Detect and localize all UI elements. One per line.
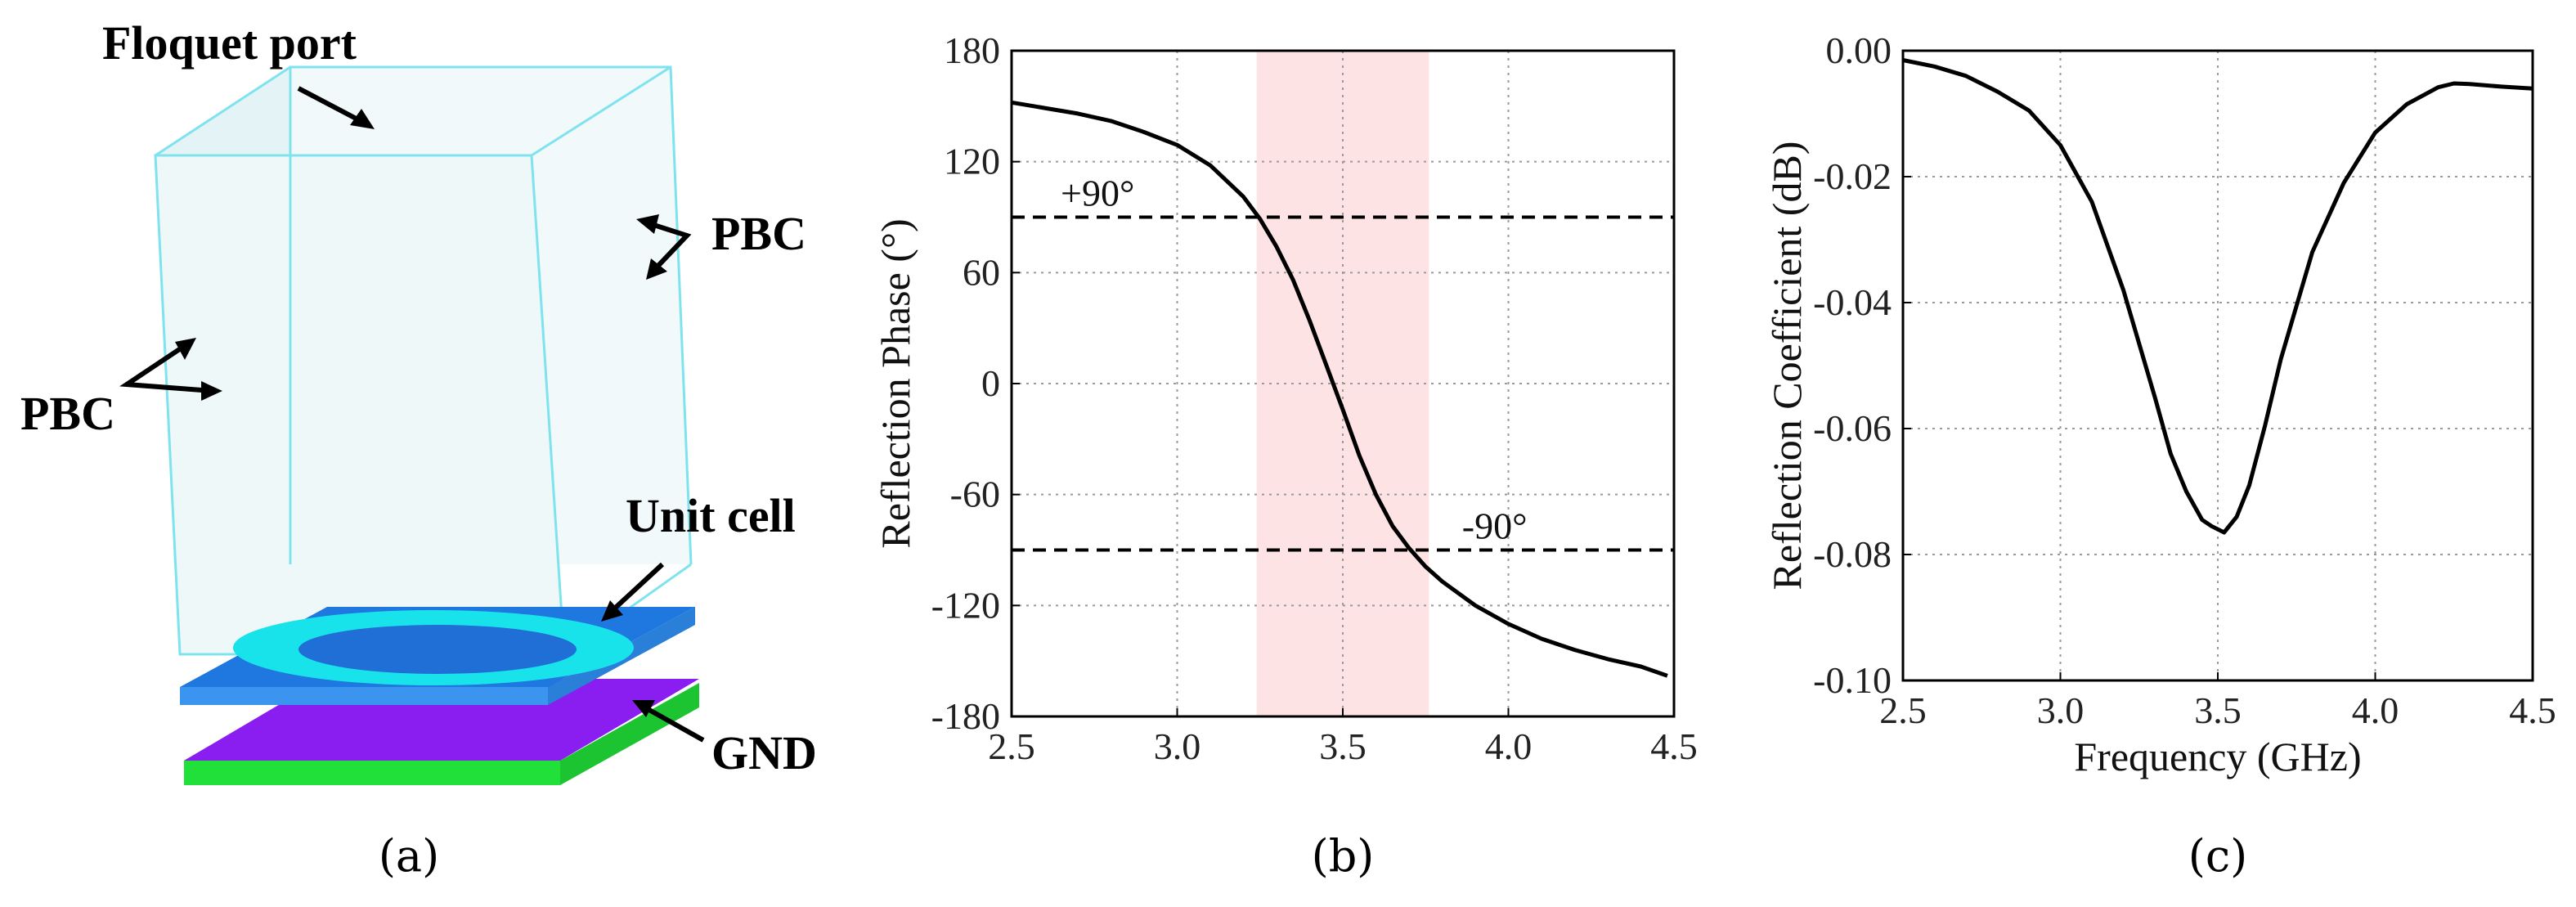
y-tick-label: 180 bbox=[944, 29, 1000, 71]
box-edge-top-right bbox=[531, 65, 671, 157]
y-tick-label: -60 bbox=[950, 474, 1000, 515]
x-tick-label: 3.0 bbox=[1154, 725, 1201, 767]
y-tick-label: 0 bbox=[981, 362, 1000, 404]
pbc-right-arrowhead-1 bbox=[636, 214, 659, 234]
x-tick-label: 3.5 bbox=[2194, 689, 2242, 731]
box-edge-back bbox=[289, 65, 693, 565]
floquet-box bbox=[154, 65, 693, 656]
y-tick-label: -0.10 bbox=[1813, 659, 1892, 701]
pbc-left-label: PBC bbox=[20, 387, 115, 440]
pbc-left-arrowhead-1 bbox=[175, 338, 196, 360]
floquet-arrow-head bbox=[350, 109, 375, 129]
y-tick-label: -0.06 bbox=[1813, 407, 1892, 449]
floquet-port-label: Floquet port bbox=[102, 16, 357, 70]
y-tick-label: -120 bbox=[931, 584, 1000, 626]
ground-side-front bbox=[184, 761, 560, 785]
minus-90-label: -90° bbox=[1462, 505, 1528, 547]
caption: (b) bbox=[1312, 830, 1375, 882]
y-tick-label: -0.04 bbox=[1813, 281, 1892, 323]
x-tick-label: 3.0 bbox=[2037, 689, 2085, 731]
gnd-arrow bbox=[640, 703, 705, 743]
pbc-right-label: PBC bbox=[711, 207, 806, 260]
unit-cell-arrow-head bbox=[601, 600, 623, 622]
gnd-label: GND bbox=[711, 726, 817, 779]
substrate-side-front bbox=[180, 687, 548, 705]
ground-side-right bbox=[560, 683, 699, 785]
box-front-face bbox=[155, 155, 564, 654]
y-tick-label: -0.02 bbox=[1813, 155, 1892, 197]
y-tick-label: 0.00 bbox=[1826, 29, 1892, 71]
ring-inner bbox=[298, 625, 577, 674]
caption: (c) bbox=[2188, 830, 2247, 882]
caption-a: (a) bbox=[379, 830, 439, 882]
unit-cell-arrow bbox=[607, 562, 665, 616]
panel-a: Floquet port PBC PBC Unit cell GND (a) bbox=[20, 16, 817, 882]
x-tick-label: 2.5 bbox=[1879, 689, 1927, 731]
pbc-right-arrow bbox=[645, 220, 692, 272]
pbc-left-arrowhead-2 bbox=[201, 381, 222, 401]
x-tick-label: 4.5 bbox=[1650, 725, 1698, 767]
y-tick-label: -180 bbox=[931, 695, 1000, 737]
x-tick-label: 2.5 bbox=[988, 725, 1035, 767]
coefficient-chart: 2.5 3.0 3.5 4.0 4.5 0.00 -0.02 -0.04 -0.06 -0.08 -… bbox=[1764, 29, 2556, 882]
series-line bbox=[1011, 100, 1668, 678]
plot-frame bbox=[1010, 49, 1676, 718]
phase-chart: 2.5 3.0 3.5 4.0 4.5 180 120 60 0 -60 -120 -180 +90° -… bbox=[873, 29, 1698, 882]
plot-frame bbox=[1901, 49, 2534, 682]
y-tick-label: 120 bbox=[944, 141, 1000, 182]
floquet-arrow bbox=[297, 86, 366, 125]
series-line bbox=[1902, 58, 2533, 535]
y-axis-title: Reflection Coefficient (dB) bbox=[1764, 141, 1810, 590]
x-tick-label: 4.0 bbox=[2352, 689, 2399, 731]
pbc-left-arrow bbox=[119, 341, 213, 393]
y-tick-label: 60 bbox=[963, 251, 1000, 293]
y-axis-title: Reflection Phase (°) bbox=[873, 218, 918, 548]
pbc-right-arrowhead-2 bbox=[646, 258, 667, 280]
gnd-arrow-head bbox=[632, 700, 655, 717]
x-axis-title: Frequency (GHz) bbox=[2074, 734, 2361, 779]
plus-90-label: +90° bbox=[1061, 173, 1134, 214]
x-tick-label: 4.0 bbox=[1485, 725, 1533, 767]
unit-cell bbox=[180, 607, 695, 705]
y-tick-label: -0.08 bbox=[1813, 533, 1892, 575]
x-tick-label: 3.5 bbox=[1319, 725, 1367, 767]
box-edge-top-left bbox=[155, 65, 291, 157]
unit-cell-label: Unit cell bbox=[626, 489, 796, 542]
x-tick-label: 4.5 bbox=[2509, 689, 2556, 731]
